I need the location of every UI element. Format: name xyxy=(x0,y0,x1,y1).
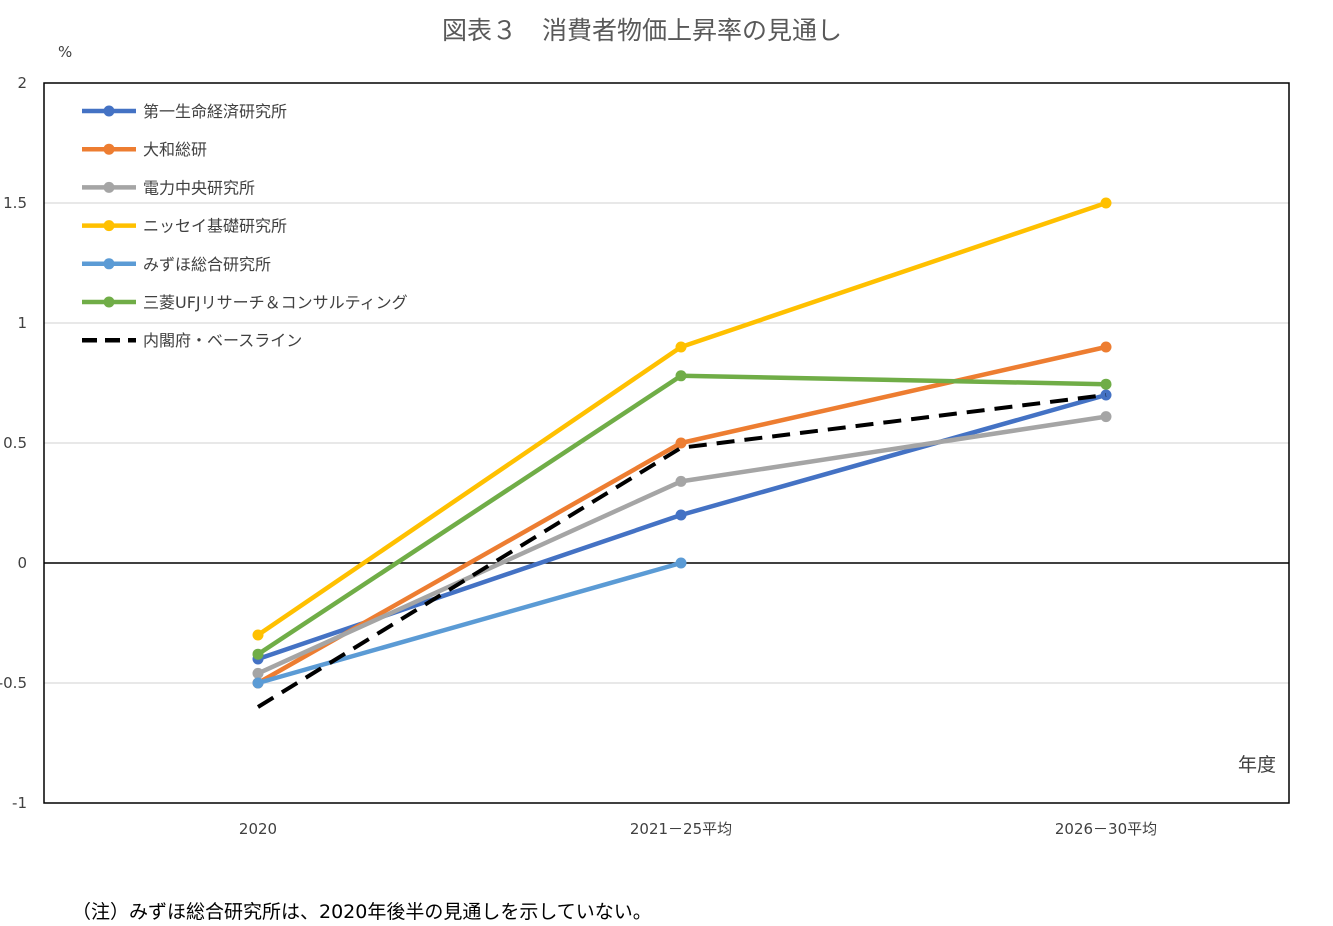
y-axis-unit: % xyxy=(58,43,72,61)
x-tick-labels: 2020 2021－25平均 2026－30平均 xyxy=(239,820,1157,838)
chart-title: 図表３ 消費者物価上昇率の見通し xyxy=(442,16,842,45)
data-point xyxy=(1100,411,1112,423)
y-tick-label: -0.5 xyxy=(0,674,27,692)
data-point xyxy=(675,557,687,569)
x-tick-label: 2020 xyxy=(239,820,277,838)
y-tick-label: 1 xyxy=(17,314,27,332)
legend: 第一生命経済研究所大和総研電力中央研究所ニッセイ基礎研究所みずほ総合研究所三菱U… xyxy=(82,102,408,350)
data-point xyxy=(1100,341,1112,353)
legend-marker xyxy=(103,296,115,308)
x-tick-label: 2026－30平均 xyxy=(1055,820,1157,838)
legend-label-4: みずほ総合研究所 xyxy=(143,255,271,274)
data-point xyxy=(252,629,264,641)
data-point xyxy=(252,677,264,689)
data-point xyxy=(1100,197,1112,209)
legend-label-5: 三菱UFJリサーチ＆コンサルティング xyxy=(143,293,408,312)
series-lines xyxy=(252,197,1112,709)
legend-label-6: 内閣府・ベースライン xyxy=(143,331,302,350)
data-point xyxy=(675,509,687,521)
data-point xyxy=(675,370,687,382)
y-tick-label: -1 xyxy=(12,794,27,812)
footnote: （注）みずほ総合研究所は、2020年後半の見通しを示していない。 xyxy=(72,901,652,923)
gridlines xyxy=(44,202,1289,684)
data-point xyxy=(252,667,264,679)
legend-marker xyxy=(103,181,115,193)
legend-marker xyxy=(103,143,115,155)
y-tick-label: 1.5 xyxy=(3,194,27,212)
legend-label-3: ニッセイ基礎研究所 xyxy=(143,217,287,236)
y-tick-labels: 2 1.5 1 0.5 0 -0.5 -1 xyxy=(0,74,27,812)
x-axis-unit: 年度 xyxy=(1238,754,1276,776)
series-line-4 xyxy=(257,560,682,686)
x-tick-label: 2021－25平均 xyxy=(630,820,732,838)
plot-area-border xyxy=(43,82,1290,804)
data-point xyxy=(675,475,687,487)
y-tick-label: 0.5 xyxy=(3,434,27,452)
y-tick-label: 2 xyxy=(17,74,27,92)
y-tick-label: 0 xyxy=(17,554,27,572)
legend-label-0: 第一生命経済研究所 xyxy=(143,102,287,121)
data-point xyxy=(675,341,687,353)
legend-label-1: 大和総研 xyxy=(143,140,207,159)
data-point xyxy=(252,648,264,660)
legend-marker xyxy=(103,105,115,117)
legend-label-2: 電力中央研究所 xyxy=(143,178,255,197)
legend-marker xyxy=(103,258,115,270)
data-point xyxy=(1100,378,1112,390)
legend-marker xyxy=(103,220,115,232)
data-point xyxy=(675,437,687,449)
series-line-2 xyxy=(257,414,1107,676)
